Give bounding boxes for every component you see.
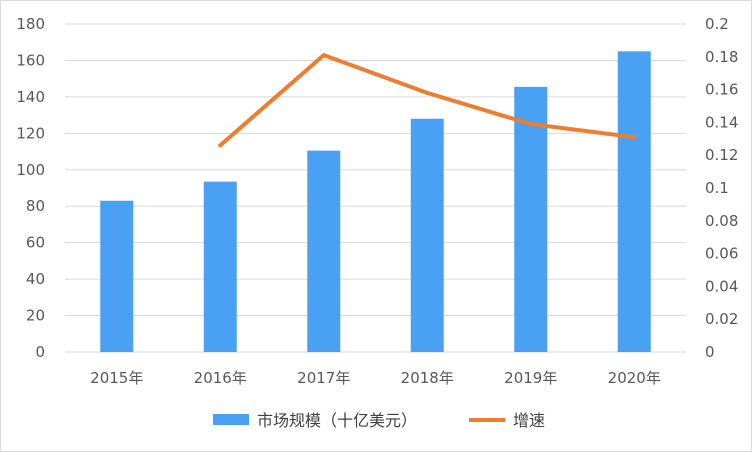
left-axis-ticks: 0 20 40 60 80 100 120 140 160 180 (16, 15, 45, 361)
right-axis-ticks: 0 0.02 0.04 0.06 0.08 0.1 0.12 0.14 0.16 0.18 0.2 (705, 15, 738, 361)
right-tick-label: 0.08 (705, 212, 738, 230)
x-tick-label: 2017年 (297, 369, 350, 387)
bar-series (100, 51, 651, 352)
left-tick-label: 120 (16, 124, 45, 142)
line-series (218, 53, 637, 148)
legend-label-growth: 增速 (513, 411, 545, 430)
x-tick-label: 2018年 (401, 369, 454, 387)
legend: 市场规模（十亿美元） 增速 (213, 411, 545, 430)
x-tick-label: 2015年 (90, 369, 143, 387)
left-tick-label: 140 (16, 88, 45, 106)
x-tick-label: 2020年 (608, 369, 661, 387)
right-tick-label: 0.16 (705, 81, 738, 99)
bar-2016年 (203, 181, 237, 352)
right-tick-label: 0.14 (705, 113, 738, 131)
bar-2019年 (514, 86, 548, 352)
right-tick-label: 0.12 (705, 146, 738, 164)
right-tick-label: 0.02 (705, 310, 738, 328)
left-tick-label: 40 (26, 270, 45, 288)
growth-point-2017年 (321, 53, 326, 58)
legend-label-market-size: 市场规模（十亿美元） (257, 411, 417, 430)
left-tick-label: 100 (16, 161, 45, 179)
gridlines (65, 23, 686, 353)
x-axis-ticks: 2015年 2016年 2017年 2018年 2019年 2020年 (90, 369, 661, 387)
left-tick-label: 180 (16, 15, 45, 33)
right-tick-label: 0.1 (705, 179, 729, 197)
left-tick-label: 160 (16, 51, 45, 69)
bar-2015年 (100, 200, 134, 352)
growth-point-2020年 (632, 135, 637, 140)
growth-point-2018年 (425, 90, 430, 95)
x-tick-label: 2016年 (194, 369, 247, 387)
growth-point-2016年 (218, 143, 223, 148)
left-tick-label: 20 (26, 307, 45, 325)
right-tick-label: 0.04 (705, 277, 738, 295)
left-tick-label: 0 (35, 343, 45, 361)
right-tick-label: 0.06 (705, 245, 738, 263)
right-tick-label: 0.2 (705, 15, 729, 33)
bar-2017年 (307, 150, 341, 352)
bar-2018年 (410, 118, 444, 352)
growth-point-2019年 (528, 122, 533, 127)
right-tick-label: 0.18 (705, 48, 738, 66)
bar-2020年 (617, 51, 651, 352)
right-tick-label: 0 (705, 343, 715, 361)
x-tick-label: 2019年 (504, 369, 557, 387)
left-tick-label: 80 (26, 197, 45, 215)
legend-swatch-market-size (213, 414, 249, 425)
left-tick-label: 60 (26, 234, 45, 252)
